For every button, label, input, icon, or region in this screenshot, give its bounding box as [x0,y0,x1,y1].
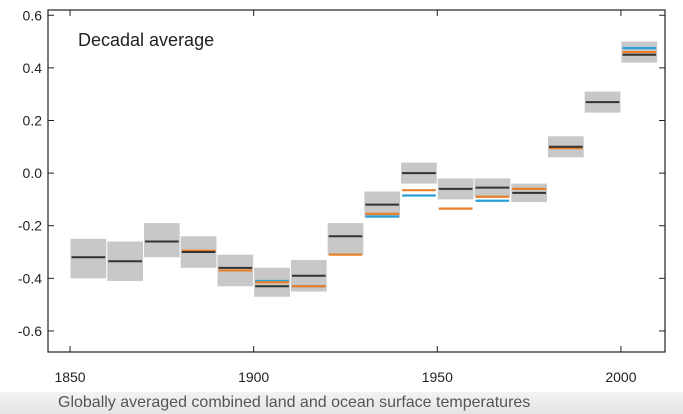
y-tick-label: 0.0 [23,165,43,181]
plot-frame [47,9,666,353]
x-tick-label: 2000 [605,369,636,385]
decade-mean-lines [71,47,657,288]
x-tick-label: 1850 [54,369,85,385]
uncertainty-box [143,223,180,258]
x-axis-ticks: 1850 1900 1950 2000 [54,10,637,385]
x-tick-label: 1950 [422,369,453,385]
y-tick-label: -0.2 [18,218,42,234]
y-tick-label: -0.4 [18,270,42,286]
chart-title: Decadal average [78,30,214,50]
uncertainty-box [327,223,364,255]
figure-caption: Globally averaged combined land and ocea… [58,394,531,411]
y-axis-ticks: 0.6 0.4 0.2 0.0 -0.2 -0.4 -0.6 [18,7,665,339]
y-tick-label: 0.6 [23,7,43,23]
uncertainty-box [70,238,107,279]
x-tick-label: 1900 [238,369,269,385]
caption-strip [0,392,683,414]
y-tick-label: 0.2 [23,112,43,128]
y-tick-label: 0.4 [23,60,43,76]
y-tick-label: -0.6 [18,323,42,339]
